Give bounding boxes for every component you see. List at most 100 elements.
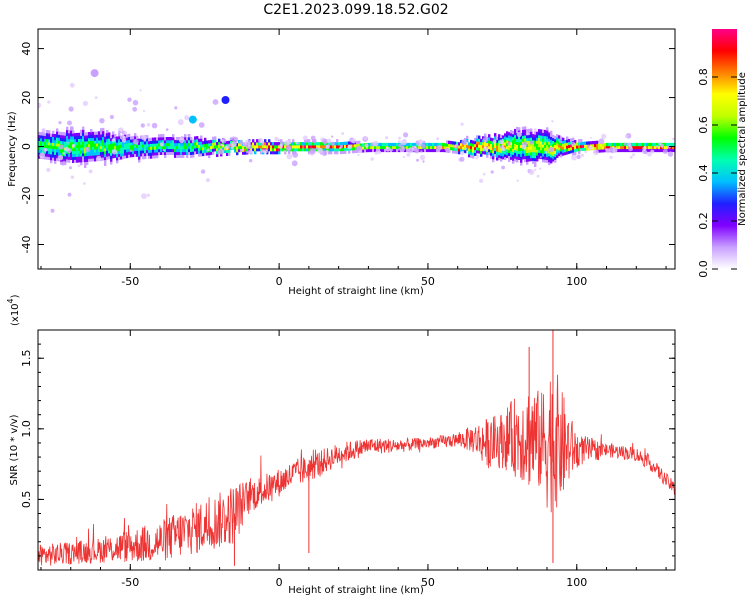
heatmap-cell	[172, 134, 175, 138]
heatmap-cell	[554, 138, 557, 143]
heatmap-cell	[146, 146, 149, 151]
heatmap-cell	[240, 148, 243, 152]
heatmap-noise-blob	[498, 157, 501, 161]
heatmap-cell	[54, 134, 57, 138]
heatmap-cell	[562, 146, 565, 150]
x-tick-label: 0	[276, 576, 283, 589]
heatmap-cell	[346, 141, 349, 145]
heatmap-cell	[126, 140, 129, 144]
heatmap-cell	[238, 143, 241, 147]
heatmap-cell	[622, 145, 625, 150]
heatmap-cell	[578, 139, 581, 143]
colorbar: 0.00.20.40.60.8 Normalized spectral ampl…	[697, 29, 748, 278]
heatmap-noise-blob	[357, 153, 360, 157]
heatmap-cell	[618, 145, 621, 150]
heatmap-cell	[174, 139, 177, 144]
heatmap-cell	[370, 148, 373, 153]
heatmap-noise-blob	[436, 137, 440, 141]
heatmap-noise-blob	[623, 142, 627, 146]
heatmap-cell	[620, 148, 623, 153]
heatmap-cell	[540, 144, 543, 148]
heatmap-cell	[118, 136, 121, 140]
heatmap-cell	[556, 151, 559, 156]
heatmap-cell	[48, 145, 51, 149]
heatmap-cell	[502, 135, 505, 139]
heatmap-cell	[174, 148, 177, 153]
heatmap-cell	[508, 146, 511, 151]
heatmap-noise-blob	[588, 145, 593, 151]
heatmap-cell	[538, 140, 541, 145]
heatmap-cell	[278, 142, 281, 146]
heatmap-cell	[146, 143, 149, 148]
heatmap-cell	[636, 142, 639, 147]
heatmap-cell	[264, 139, 267, 143]
heatmap-cell	[428, 148, 431, 153]
heatmap-cell	[226, 149, 229, 153]
heatmap-cell	[494, 153, 497, 157]
heatmap-noise-blob	[516, 179, 519, 182]
heatmap-cell	[146, 152, 149, 156]
heatmap-cell	[48, 150, 51, 155]
heatmap-cell	[544, 147, 547, 151]
heatmap-cell	[270, 148, 273, 152]
heatmap-cell	[596, 140, 599, 144]
heatmap-cell	[168, 148, 171, 153]
heatmap-noise-blob	[459, 156, 465, 162]
heatmap-cell	[300, 142, 303, 146]
heatmap-cell	[106, 141, 109, 145]
chart-title: C2E1.2023.099.18.52.G02	[263, 2, 448, 18]
heatmap-cell	[624, 145, 627, 150]
heatmap-cell	[158, 143, 161, 147]
heatmap-cell	[236, 143, 239, 147]
heatmap-cell	[288, 151, 291, 155]
heatmap-cell	[222, 147, 225, 151]
heatmap-noise-blob	[94, 96, 98, 99]
heatmap-cell	[96, 140, 99, 144]
heatmap-cell	[508, 135, 511, 139]
heatmap-noise-blob	[162, 149, 165, 152]
heatmap-noise-blob	[464, 147, 467, 150]
heatmap-cell	[276, 148, 279, 152]
heatmap-cell	[82, 129, 85, 133]
heatmap-cell	[56, 154, 59, 159]
heatmap-cell	[506, 143, 509, 147]
heatmap-cell	[670, 142, 673, 147]
heatmap-cell	[44, 144, 47, 148]
heatmap-cell	[166, 148, 169, 153]
heatmap-cell	[116, 157, 119, 161]
heatmap-cell	[544, 135, 547, 140]
heatmap-cell	[38, 140, 41, 144]
heatmap-cell	[596, 143, 599, 147]
heatmap-cell	[488, 137, 491, 141]
heatmap-cell	[648, 148, 651, 153]
heatmap-cell	[462, 146, 465, 150]
heatmap-cell	[212, 151, 215, 155]
heatmap-cell	[620, 142, 623, 147]
heatmap-cell	[348, 150, 351, 154]
heatmap-cell	[548, 141, 551, 145]
heatmap-cell	[256, 145, 259, 149]
heatmap-cell	[72, 150, 75, 155]
heatmap-cell	[50, 157, 53, 161]
heatmap-cell	[74, 136, 77, 140]
heatmap-noise-blob	[398, 143, 403, 148]
heatmap-cell	[184, 134, 187, 138]
heatmap-cell	[178, 151, 181, 155]
snr-marks	[38, 330, 675, 566]
heatmap-noise-blob	[499, 139, 505, 145]
heatmap-cell	[524, 135, 527, 139]
heatmap-cell	[486, 142, 489, 146]
heatmap-cell	[108, 138, 111, 142]
heatmap-cell	[80, 129, 83, 133]
heatmap-cell	[500, 155, 503, 159]
heatmap-cell	[472, 152, 475, 156]
heatmap-cell	[94, 140, 97, 144]
heatmap-cell	[454, 150, 457, 154]
heatmap-cell	[158, 137, 161, 141]
heatmap-noise-blob	[232, 136, 239, 143]
heatmap-cell	[158, 151, 161, 156]
heatmap-cell	[72, 153, 75, 158]
heatmap-cell	[92, 134, 95, 138]
heatmap-cell	[196, 144, 199, 149]
heatmap-noise-blob	[632, 153, 636, 157]
